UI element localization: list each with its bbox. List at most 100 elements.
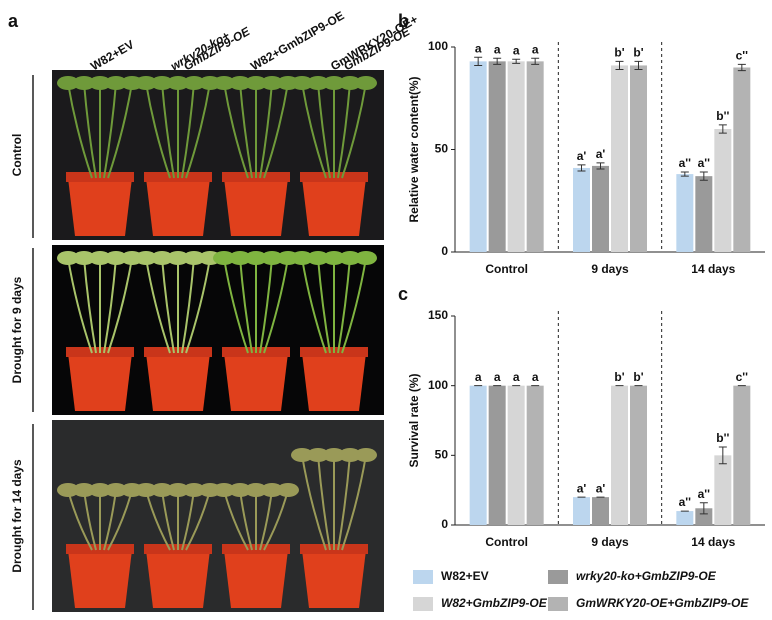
significance-label: b' <box>633 46 643 60</box>
error-bar <box>718 446 727 465</box>
significance-label: c'' <box>736 49 749 63</box>
leaf <box>135 251 157 265</box>
panel-label: a <box>8 11 19 31</box>
leaf <box>323 251 345 265</box>
leaf <box>135 483 157 497</box>
stem <box>301 257 327 354</box>
significance-label: a <box>513 43 520 57</box>
pot <box>224 178 288 236</box>
bar <box>611 65 628 252</box>
x-tick-label: 14 days <box>691 262 735 276</box>
leaf <box>245 251 267 265</box>
bar <box>714 129 732 252</box>
leaf <box>291 76 313 90</box>
bar <box>714 455 732 525</box>
panel-label: c <box>398 284 408 304</box>
stem <box>263 257 289 354</box>
significance-label: c'' <box>736 370 749 384</box>
stem <box>317 454 331 551</box>
stem <box>145 257 171 354</box>
panel-label: b <box>398 11 409 31</box>
stem <box>67 82 93 179</box>
bar <box>573 167 590 252</box>
legend-label: GmWRKY20-OE+GmbZIP9-OE <box>576 596 749 610</box>
significance-label: a'' <box>679 156 692 170</box>
significance-label: a'' <box>698 156 711 170</box>
leaf <box>57 251 79 265</box>
leaf <box>245 483 267 497</box>
error-bar <box>596 162 605 170</box>
stem <box>83 257 97 354</box>
bar <box>733 67 751 252</box>
leaf <box>73 76 95 90</box>
legend-label: W82+GmbZIP9-OE <box>441 596 548 610</box>
leaf <box>339 448 361 462</box>
leaf <box>245 76 267 90</box>
stem <box>185 257 211 354</box>
significance-label: a <box>475 41 482 55</box>
error-bar <box>474 56 483 66</box>
pot <box>302 550 366 608</box>
legend-swatch <box>548 597 568 611</box>
pot <box>146 353 210 411</box>
bar <box>507 61 525 252</box>
stem <box>259 82 273 179</box>
leaf <box>135 76 157 90</box>
leaf <box>73 251 95 265</box>
y-tick-label: 50 <box>435 448 449 462</box>
bar <box>573 497 590 525</box>
y-tick-label: 150 <box>428 308 448 322</box>
stem <box>301 454 327 551</box>
stem <box>263 82 289 179</box>
stem <box>317 82 331 179</box>
pot <box>68 550 132 608</box>
bar <box>695 176 713 252</box>
leaf <box>105 483 127 497</box>
significance-label: a' <box>577 481 587 495</box>
y-tick-label: 100 <box>428 378 448 392</box>
bar <box>488 385 506 525</box>
pot <box>224 550 288 608</box>
stem <box>83 82 97 179</box>
error-bar <box>718 124 727 134</box>
stem <box>337 82 351 179</box>
legend-label: W82+EV <box>441 569 489 583</box>
legend-label: wrky20-ko+GmbZIP9-OE <box>576 569 717 583</box>
stem <box>107 257 133 354</box>
leaf <box>167 251 189 265</box>
y-axis-label: Survival rate (%) <box>407 373 421 467</box>
error-bar <box>699 171 708 181</box>
pot <box>224 353 288 411</box>
stem <box>181 257 195 354</box>
x-tick-label: 9 days <box>591 535 629 549</box>
leaf <box>339 251 361 265</box>
leaf <box>307 251 329 265</box>
leaf <box>307 448 329 462</box>
significance-label: a' <box>596 147 606 161</box>
stem <box>239 82 253 179</box>
leaf <box>183 76 205 90</box>
error-bar <box>737 63 746 72</box>
error-bar <box>615 60 624 71</box>
leaf <box>261 251 283 265</box>
error-bar <box>493 57 502 65</box>
stem <box>107 82 133 179</box>
leaf <box>213 251 235 265</box>
bar <box>611 385 628 525</box>
bar <box>488 61 506 252</box>
leaf <box>291 251 313 265</box>
bar <box>526 61 544 252</box>
y-tick-label: 50 <box>435 142 449 156</box>
leaf <box>261 483 283 497</box>
leaf <box>323 76 345 90</box>
bar <box>676 511 694 525</box>
x-tick-label: Control <box>485 535 528 549</box>
pot <box>68 353 132 411</box>
x-tick-label: 14 days <box>691 535 735 549</box>
significance-label: a <box>513 370 520 384</box>
stem <box>67 257 93 354</box>
stem <box>337 454 351 551</box>
bar <box>630 385 647 525</box>
leaf <box>261 76 283 90</box>
stem <box>223 257 249 354</box>
